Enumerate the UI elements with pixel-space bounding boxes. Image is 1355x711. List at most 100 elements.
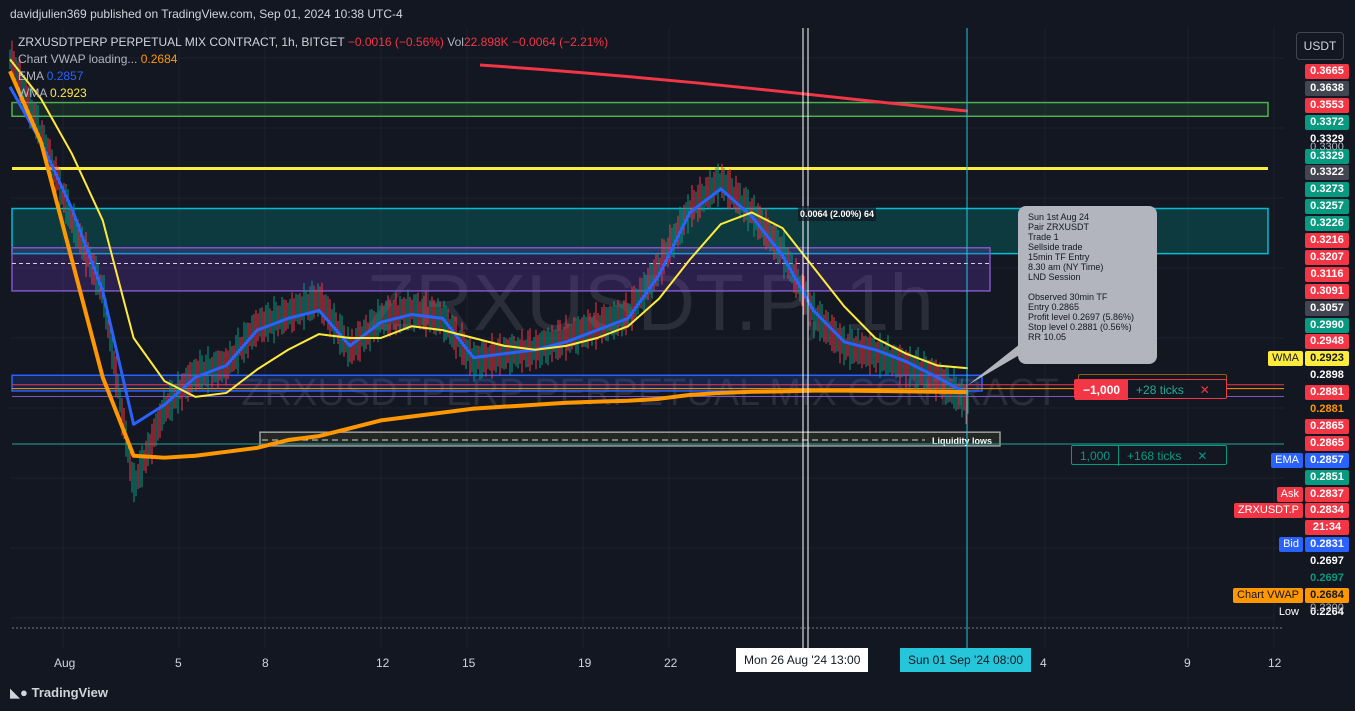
price-scale-label: 0.3329 [1305,148,1349,164]
price-scale-label: 0.3665 [1305,64,1349,79]
price-scale-tag: ZRXUSDT.P [1233,503,1303,519]
time-axis-label: 19 [578,656,592,670]
note-line: Entry 0.2865 [1028,302,1080,312]
tradingview-logo[interactable]: ◣● TradingView [10,685,108,700]
liquidity-zone [259,431,1001,447]
close-long-icon[interactable]: ✕ [1197,449,1208,463]
purple-zone [11,246,991,292]
price-scale-label: 0.2831 [1305,537,1349,553]
symbol-legend[interactable]: ZRXUSDTPERP PERPETUAL MIX CONTRACT, 1h, … [18,35,608,49]
price-scale-label: 0.2881 [1305,402,1349,417]
long-qty: 1,000 [1080,449,1111,463]
price-scale-label: 0.3322 [1305,165,1349,181]
price-scale-label: 0.3553 [1305,97,1349,113]
time-axis-label: 22 [664,656,678,670]
price-scale-label: 0.3257 [1305,199,1349,215]
symbol-line: ZRXUSDTPERP PERPETUAL MIX CONTRACT, 1h, … [18,35,345,49]
price-scale-tag: WMA [1268,351,1303,367]
time-axis-label: 12 [376,656,390,670]
price-scale-label: 0.2857 [1305,452,1349,468]
short-ticks: +28 ticks [1136,383,1184,397]
note-line: Trade 1 [1028,232,1059,242]
price-scale-label: 0.2697 [1305,554,1349,570]
price-scale-label: 0.2684 [1305,587,1349,603]
short-position-box[interactable]: −1,000 +28 ticks ✕ [1074,379,1227,400]
price-scale-label: 0.3372 [1305,114,1349,130]
price-scale-label: 0.2837 [1305,486,1349,502]
price-scale-label: 0.2834 [1305,503,1349,519]
trade-note[interactable]: Sun 1st Aug 24 Pair ZRXUSDT Trade 1 Sellsid… [1018,206,1157,364]
price-scale-label: 21:34 [1305,520,1349,536]
ema-label: EMA [18,69,44,83]
price-scale-label: 0.3116 [1305,266,1349,282]
price-scale-label: 0.3207 [1305,249,1349,265]
price-scale-label: 0.2264 [1305,604,1349,620]
time-axis-label: 9 [1184,656,1191,670]
vol-label: Vol [447,35,464,49]
note-line: Sun 1st Aug 24 [1028,212,1090,222]
price-scale-tick: 0.2300 [1310,602,1344,614]
note-line: 8.30 am (NY Time) [1028,262,1104,272]
vwap-value: 0.2684 [140,52,178,66]
price-scale-label: 0.2865 [1305,435,1349,451]
time-axis-label: 5 [175,656,182,670]
time-axis-label: 4 [1040,656,1047,670]
vwap-label: Chart VWAP loading... [18,52,138,66]
price-scale-label: 0.2948 [1305,334,1349,350]
note-line: Stop level 0.2881 (0.56%) [1028,322,1132,332]
long-position-box[interactable]: 1,000 +168 ticks ✕ [1071,445,1227,466]
measure-box [798,206,876,221]
publisher-bar: davidjulien369 published on TradingView.… [0,0,1355,28]
price-scale-label: 0.3329 [1305,131,1349,147]
vwap-legend[interactable]: Chart VWAP loading... 0.2684 [18,52,177,66]
time-axis-label: 15 [462,656,476,670]
note-line: RR 10.05 [1028,332,1067,342]
price-scale-tag: Low [1274,604,1303,620]
ema-legend[interactable]: EMA 0.2857 [18,69,83,83]
price-scale-label: 0.3226 [1305,216,1349,232]
price-scale-label: 0.3216 [1305,233,1349,248]
price-scale-label: 0.2697 [1305,571,1349,586]
note-line [1028,282,1157,292]
green-zone [11,101,1269,118]
close-short-icon[interactable]: ✕ [1199,383,1210,397]
time-axis-label: Aug [54,656,76,670]
vol-change: −0.0064 (−2.21%) [512,35,609,49]
cursor-time-2: Sun 01 Sep '24 08:00 [900,648,1032,672]
price-scale-tag: Chart VWAP [1233,587,1303,603]
price-scale-label: 0.2990 [1305,317,1349,333]
short-qty: −1,000 [1075,380,1129,400]
cursor-time-1: Mon 26 Aug '24 13:00 [736,648,869,672]
wma-value: 0.2923 [50,86,87,100]
price-scale-label: 0.2923 [1305,351,1349,367]
price-scale-tag: Ask [1276,486,1303,502]
wma-label: WMA [18,86,47,100]
note-line: 15min TF Entry [1028,252,1090,262]
price-scale-label: 0.2881 [1305,385,1349,401]
note-line: LND Session [1028,272,1081,282]
measure-label: 0.0064 (2.00%) 64 [800,209,874,219]
price-scale-label: 0.3091 [1305,283,1349,299]
tradingview-logo-icon: ◣● [10,685,28,700]
vol-value: 22.898K [463,35,509,49]
note-lines: Sun 1st Aug 24 Pair ZRXUSDT Trade 1 Sellsid… [1028,212,1157,342]
wma-legend[interactable]: WMA 0.2923 [18,86,87,100]
footer: ◣● TradingView [0,676,1355,711]
price-scale-label: 0.3273 [1305,182,1349,198]
note-line: Observed 30min TF [1028,292,1108,302]
price-scale-label: 0.2898 [1305,368,1349,384]
note-line: Sellside trade [1028,242,1083,252]
liquidity-lows-label: Liquidity lows [932,436,992,446]
time-axis-label: 12 [1268,656,1282,670]
price-scale-label: 0.2851 [1305,469,1349,485]
blue-zone [11,374,983,392]
long-ticks: +168 ticks [1118,446,1189,466]
currency-button[interactable]: USDT [1296,32,1344,60]
red-ma-line [479,63,969,113]
price-scale-tick: 0.3300 [1310,141,1344,153]
price-scale-label: 0.3638 [1305,80,1349,96]
note-line: Profit level 0.2697 (5.86%) [1028,312,1135,322]
note-line: Pair ZRXUSDT [1028,222,1090,232]
time-axis-label: 8 [262,656,269,670]
price-scale-label: 0.3057 [1305,300,1349,316]
